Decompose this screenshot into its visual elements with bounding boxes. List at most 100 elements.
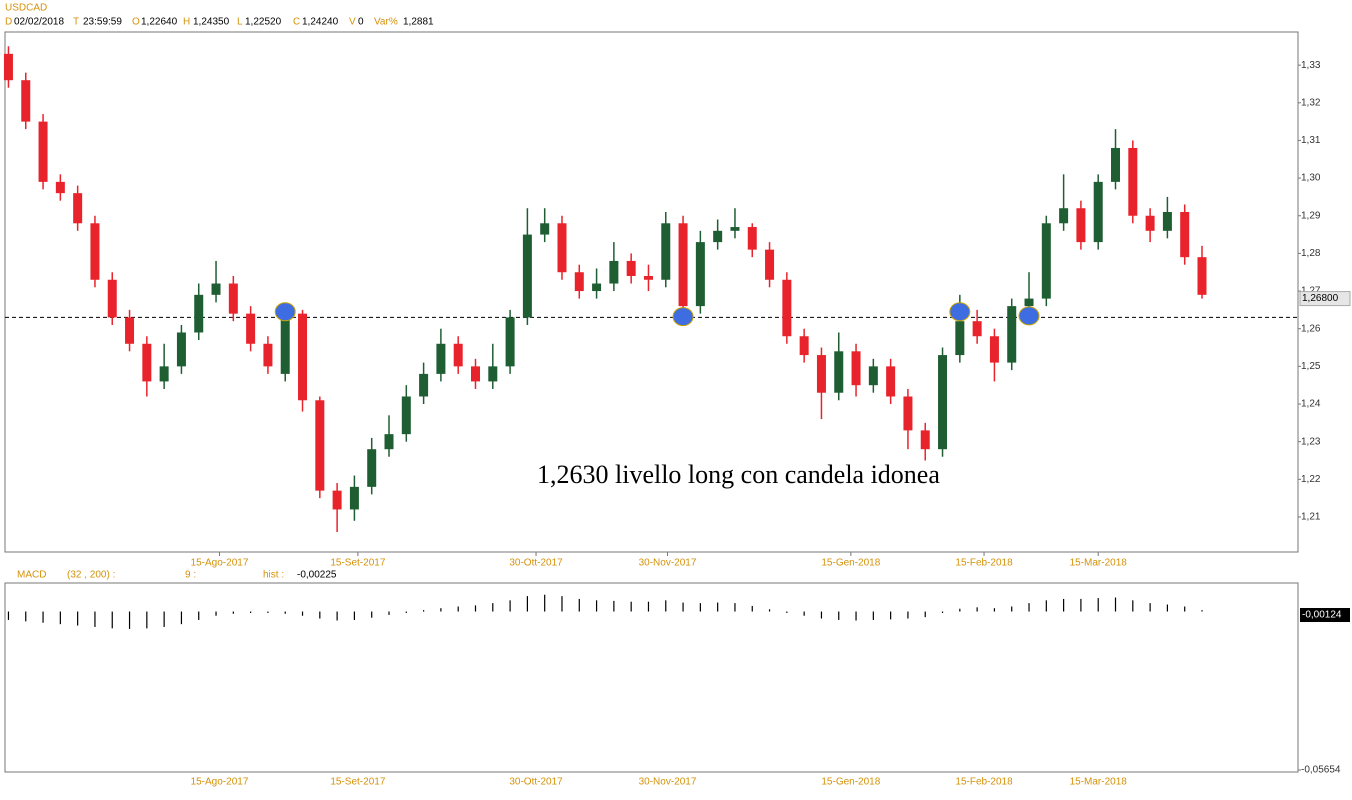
candle-body xyxy=(799,336,809,356)
candle-body xyxy=(1024,298,1034,307)
candle-body xyxy=(453,343,463,367)
x-tick-label: 15-Gen-2018 xyxy=(821,558,880,569)
candle-body xyxy=(419,373,429,397)
candle-body xyxy=(938,355,948,450)
candle-body xyxy=(142,343,152,382)
y-tick-label: 1,26 xyxy=(1301,323,1321,334)
candle-body xyxy=(3,53,13,81)
candle-body xyxy=(349,486,359,510)
y-tick-label: 1,29 xyxy=(1301,210,1321,221)
x-tick-label: 15-Mar-2018 xyxy=(1070,777,1128,788)
candle-body xyxy=(90,223,100,280)
last-price-box xyxy=(1299,291,1351,307)
candle-body xyxy=(1180,211,1190,258)
candle-body xyxy=(972,321,982,337)
x-tick-label: 15-Feb-2018 xyxy=(955,777,1013,788)
field-value: 1,22640 xyxy=(141,17,178,28)
candle-body xyxy=(851,351,861,386)
candle-body xyxy=(211,283,221,295)
candle-body xyxy=(1059,208,1069,224)
candle-body xyxy=(125,317,135,344)
field-value: 0 xyxy=(358,17,364,28)
candle-body xyxy=(194,294,204,333)
candle-body xyxy=(315,400,325,491)
last-price-label: 1,26800 xyxy=(1302,293,1339,304)
price-panel xyxy=(4,31,1299,553)
y-tick-label: 1,23 xyxy=(1301,436,1321,447)
x-tick-label: 15-Gen-2018 xyxy=(821,777,880,788)
y-tick-label: 1,22 xyxy=(1301,474,1321,485)
candle-body xyxy=(298,313,308,401)
candle-body xyxy=(1111,147,1121,182)
y-tick-label: -0,05654 xyxy=(1301,765,1341,776)
candle-body xyxy=(1145,215,1155,231)
candle-body xyxy=(557,223,567,273)
candle-body xyxy=(246,313,256,344)
last-value-box xyxy=(1300,608,1350,623)
candle-body xyxy=(678,223,688,307)
candle-body xyxy=(107,279,117,318)
candle-body xyxy=(747,227,757,250)
y-tick-label: 1,31 xyxy=(1301,135,1321,146)
candle-body xyxy=(55,181,65,194)
field-label: C xyxy=(293,17,300,28)
y-tick-label: 1,24 xyxy=(1301,399,1321,410)
field-value: 1,2881 xyxy=(403,17,434,28)
candle-body xyxy=(730,227,740,231)
signal-marker xyxy=(274,302,296,322)
candle-body xyxy=(1076,208,1086,243)
candle-body xyxy=(1162,211,1172,231)
x-tick-label: 30-Nov-2017 xyxy=(639,558,697,569)
candle-body xyxy=(695,242,705,307)
candle-body xyxy=(765,249,775,280)
candle-body xyxy=(626,260,636,276)
candle-body xyxy=(522,234,532,318)
y-tick-label: 1,25 xyxy=(1301,361,1321,372)
indicator-label: MACD xyxy=(17,570,46,581)
signal-marker xyxy=(1018,306,1040,326)
field-value: 23:59:59 xyxy=(83,17,122,28)
candle-body xyxy=(73,193,83,224)
candle-body xyxy=(955,321,965,356)
candle-body xyxy=(505,317,515,367)
candle-body xyxy=(1007,306,1017,363)
candle-body xyxy=(661,223,671,280)
candle-body xyxy=(643,275,653,280)
x-tick-label: 15-Ago-2017 xyxy=(191,558,249,569)
x-tick-label: 15-Ago-2017 xyxy=(191,777,249,788)
candle-body xyxy=(868,366,878,386)
candle-body xyxy=(782,279,792,337)
field-label: L xyxy=(237,17,243,28)
x-tick-label: 15-Set-2017 xyxy=(330,777,385,788)
field-label: H xyxy=(183,17,190,28)
candle-body xyxy=(228,283,238,314)
annotation: 1,2630 livello long con candela idonea xyxy=(537,460,940,489)
candle-body xyxy=(263,343,273,367)
field-label: T xyxy=(73,17,79,28)
candle-body xyxy=(816,355,826,393)
candle-body xyxy=(834,351,844,393)
candle-body xyxy=(713,230,723,243)
x-tick-label: 30-Ott-2017 xyxy=(509,777,563,788)
indicator-label: -0,00225 xyxy=(297,570,337,581)
y-tick-label: 1,33 xyxy=(1301,60,1321,71)
candle-body xyxy=(592,283,602,292)
candle-body xyxy=(540,223,550,235)
candle-body xyxy=(21,80,31,122)
candle-body xyxy=(488,366,498,382)
candle-body xyxy=(903,396,913,431)
candle-body xyxy=(436,343,446,374)
field-label: Var% xyxy=(374,17,398,28)
last-value-label: -0,00124 xyxy=(1302,610,1342,621)
x-tick-label: 15-Set-2017 xyxy=(330,558,385,569)
signal-marker xyxy=(949,302,971,322)
candle-body xyxy=(38,121,48,182)
candle-body xyxy=(920,430,930,450)
y-tick-label: 1,21 xyxy=(1301,512,1321,523)
x-tick-label: 30-Nov-2017 xyxy=(639,777,697,788)
candle-body xyxy=(1093,181,1103,243)
field-label: D xyxy=(5,17,12,28)
field-label: O xyxy=(132,17,140,28)
field-value: 1,22520 xyxy=(245,17,282,28)
